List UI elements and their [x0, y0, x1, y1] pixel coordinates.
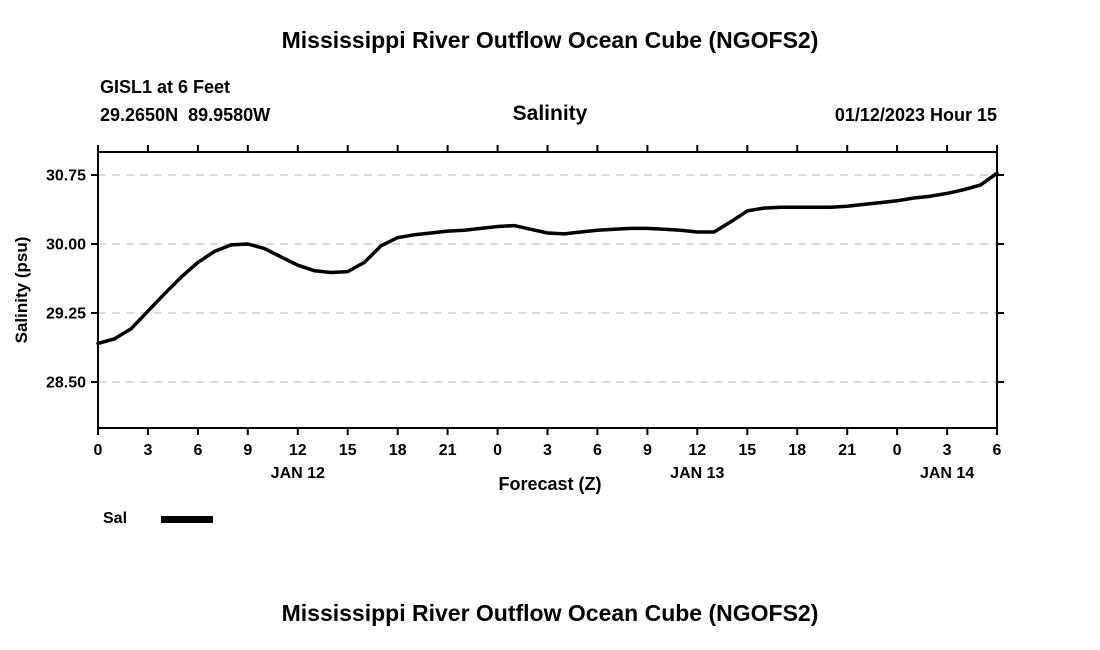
- svg-text:0: 0: [493, 442, 502, 459]
- svg-text:9: 9: [243, 442, 252, 459]
- station-label: GISL1 at 6 Feet: [100, 77, 231, 97]
- svg-text:12: 12: [688, 442, 706, 459]
- station-coordinates: 29.2650N 89.9580W: [100, 105, 271, 125]
- grid-lines: [98, 174, 997, 383]
- svg-text:6: 6: [993, 442, 1002, 459]
- series-lines: [96, 171, 999, 346]
- svg-text:9: 9: [643, 442, 652, 459]
- svg-text:15: 15: [339, 442, 357, 459]
- y-axis-ticks: 28.50 29.25 30.00 30.75: [46, 168, 1004, 392]
- svg-text:JAN 13: JAN 13: [670, 465, 724, 482]
- svg-text:21: 21: [439, 442, 457, 459]
- svg-text:JAN 12: JAN 12: [271, 465, 325, 482]
- svg-text:0: 0: [893, 442, 902, 459]
- page-title-bottom: Mississippi River Outflow Ocean Cube (NG…: [281, 600, 819, 626]
- legend-line-swatch: [161, 516, 213, 523]
- svg-text:30.00: 30.00: [46, 237, 86, 254]
- x-axis-date-labels: JAN 12 JAN 13 JAN 14: [271, 465, 975, 482]
- chart-title: Salinity: [512, 102, 588, 125]
- svg-text:18: 18: [389, 442, 407, 459]
- svg-text:3: 3: [143, 442, 152, 459]
- svg-text:12: 12: [289, 442, 307, 459]
- svg-text:29.25: 29.25: [46, 306, 86, 323]
- model-run-time: 01/12/2023 Hour 15: [834, 105, 997, 125]
- svg-text:28.50: 28.50: [46, 375, 86, 392]
- svg-text:15: 15: [738, 442, 756, 459]
- page-title-top: Mississippi River Outflow Ocean Cube (NG…: [281, 27, 819, 53]
- svg-text:30.75: 30.75: [46, 168, 86, 185]
- svg-text:0: 0: [94, 442, 103, 459]
- svg-text:18: 18: [788, 442, 806, 459]
- svg-text:3: 3: [943, 442, 952, 459]
- x-axis-ticks: 0 3 6 9 12 15 18 21 0 3 6 9 12 15 18 21 0 3 6: [94, 145, 1002, 459]
- legend-series-label: Sal: [103, 510, 128, 527]
- svg-text:6: 6: [593, 442, 602, 459]
- svg-text:21: 21: [838, 442, 856, 459]
- svg-text:JAN 14: JAN 14: [920, 465, 974, 482]
- svg-text:3: 3: [543, 442, 552, 459]
- plot-border: [97, 151, 998, 429]
- series-line-sal: [96, 171, 999, 346]
- svg-text:6: 6: [193, 442, 202, 459]
- x-axis-label: Forecast (Z): [498, 474, 602, 494]
